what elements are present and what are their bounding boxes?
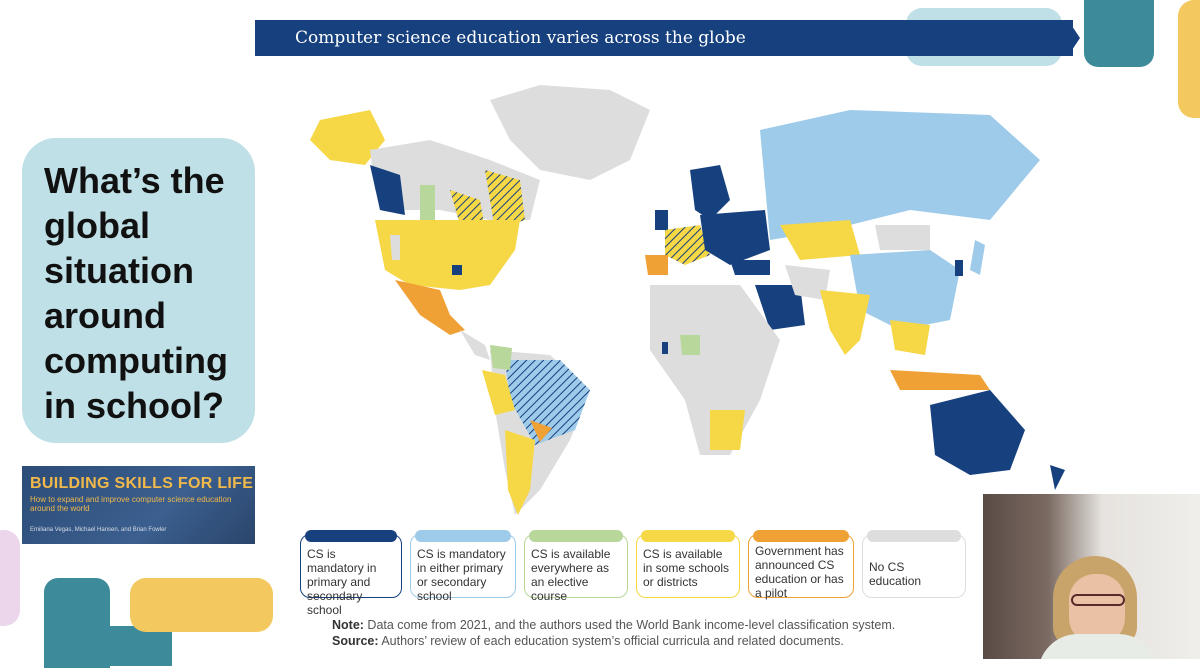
region-ghana: [662, 342, 668, 354]
region-mexico: [395, 280, 465, 335]
question-text: What’s the global situation around compu…: [44, 160, 228, 426]
map-title-banner: Computer science education varies across…: [255, 20, 1073, 56]
note-text: Data come from 2021, and the authors use…: [363, 618, 896, 632]
region-uk: [655, 210, 668, 230]
map-note: Note: Data come from 2021, and the autho…: [332, 618, 895, 632]
deco-teal-top: [1084, 0, 1154, 67]
world-map: [310, 85, 1065, 515]
region-spain: [645, 255, 668, 275]
legend-label: CS is mandatory in primary and secondary…: [307, 547, 377, 617]
region-usa: [375, 220, 520, 290]
region-india: [820, 290, 870, 355]
region-japan: [970, 240, 985, 275]
region-w-europe: [665, 225, 710, 265]
legend-label: No CS education: [869, 560, 922, 588]
region-peru: [482, 370, 515, 415]
source-text: Authors’ review of each education system…: [378, 634, 844, 648]
region-canada-bc: [370, 165, 405, 215]
region-australia: [930, 390, 1025, 475]
legend-item-mandatory-both: CS is mandatory in primary and secondary…: [300, 530, 402, 617]
webcam-feed: [983, 494, 1200, 659]
book-title: BUILDING SKILLS FOR LIFE: [30, 475, 254, 492]
region-nz: [1050, 465, 1065, 490]
region-brazil: [505, 360, 590, 445]
region-china: [850, 250, 960, 330]
region-korea: [955, 260, 963, 276]
source-key: Source:: [332, 634, 379, 648]
region-e-europe: [700, 210, 770, 265]
deco-yellow-right: [1178, 0, 1200, 118]
presenter-face: [1069, 574, 1125, 644]
region-canada-ab: [420, 185, 435, 220]
legend-label: CS is available everywhere as an electiv…: [531, 547, 611, 603]
legend-label: CS is mandatory in either primary or sec…: [417, 547, 506, 603]
book-authors: Emiliana Vegas, Michael Hansen, and Bria…: [30, 527, 167, 533]
region-usa-nv: [390, 235, 400, 260]
region-greenland: [490, 85, 650, 180]
legend-swatch: [753, 530, 849, 542]
legend-swatch: [641, 530, 735, 542]
legend-item-mandatory-either: CS is mandatory in either primary or sec…: [410, 530, 516, 603]
legend-item-some-schools: CS is available in some schools or distr…: [636, 530, 740, 598]
region-mongolia: [875, 225, 930, 250]
banner-arrow: [1068, 20, 1080, 56]
region-central-am: [460, 330, 490, 360]
legend-item-announced-pilot: Government has announced CS education or…: [748, 530, 854, 600]
region-canada-qc: [485, 170, 525, 230]
region-russia: [760, 110, 1040, 240]
region-s-africa: [710, 410, 745, 450]
presenter-glasses: [1071, 594, 1125, 606]
region-alaska: [310, 110, 385, 165]
book-subtitle: How to expand and improve computer scien…: [30, 495, 232, 513]
deco-teal-bottom2: [44, 626, 172, 666]
deco-yellow-bottom: [130, 578, 273, 632]
region-chile-arg: [505, 430, 535, 515]
region-se-asia: [890, 320, 930, 355]
region-indonesia: [890, 370, 990, 390]
region-uruguay: [530, 420, 552, 442]
deco-pink-left: [0, 530, 20, 626]
legend-swatch: [415, 530, 511, 542]
region-iran: [785, 265, 830, 300]
legend-label: CS is available in some schools or distr…: [643, 547, 730, 589]
legend-item-elective: CS is available everywhere as an electiv…: [524, 530, 628, 603]
legend-swatch: [867, 530, 961, 542]
question-card: [22, 138, 255, 443]
book-cover: [22, 466, 255, 544]
region-nigeria: [680, 335, 700, 355]
legend-item-no-cs: No CS education: [862, 530, 966, 598]
region-kazakhstan: [780, 220, 860, 260]
region-scandinavia: [690, 165, 730, 220]
region-turkey: [730, 260, 770, 275]
legend-swatch: [305, 530, 397, 542]
region-colombia: [490, 345, 512, 370]
legend-label: Government has announced CS education or…: [755, 544, 844, 600]
region-saudi: [755, 285, 805, 330]
region-africa: [650, 285, 780, 455]
note-key: Note:: [332, 618, 364, 632]
map-source: Source: Authors’ review of each educatio…: [332, 634, 844, 648]
region-usa-ar: [452, 265, 462, 275]
legend-swatch: [529, 530, 623, 542]
